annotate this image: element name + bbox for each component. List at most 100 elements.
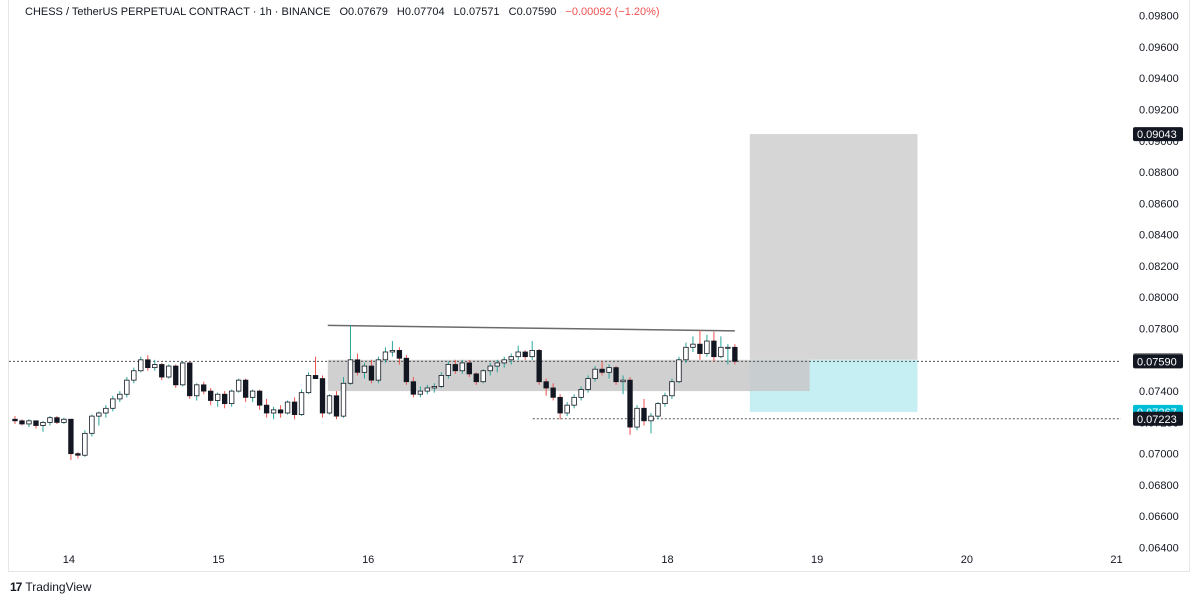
candle-body (452, 364, 458, 372)
candle-body (194, 384, 200, 397)
brand-name[interactable]: TradingView (25, 580, 92, 594)
candle-body (40, 421, 46, 426)
range-zone (327, 359, 810, 392)
candlestick-chart[interactable]: 0.098000.096000.094000.092000.090000.088… (9, 0, 1189, 571)
x-tick-label: 18 (661, 554, 673, 566)
y-tick-label: 0.08400 (1139, 230, 1179, 242)
candle-body (221, 393, 228, 405)
candle-body (26, 420, 32, 425)
candle-body (445, 364, 451, 376)
x-tick-label: 15 (212, 554, 224, 566)
y-tick-label: 0.09400 (1139, 73, 1179, 85)
symbol-legend: CHESS / TetherUS PERPETUAL CONTRACT · 1h… (25, 6, 666, 18)
candle-body (438, 375, 445, 387)
candle-body (389, 350, 396, 353)
candle-body (333, 395, 340, 417)
candle-body (557, 396, 563, 414)
candle-body (354, 359, 361, 373)
candle-body (571, 396, 577, 406)
candle-body (298, 392, 305, 415)
candle-body (291, 401, 298, 415)
candle-body (33, 420, 39, 426)
candle-body (131, 370, 137, 381)
candle-body (249, 390, 256, 398)
candle-body (228, 390, 235, 405)
candle-body (75, 453, 81, 456)
candle-body (466, 362, 472, 375)
chart-panel[interactable]: 0.09800 0.09600 0.09400 0.09200 0.09000 0.088… (8, 0, 1190, 572)
y-tick-label: 0.07400 (1139, 386, 1179, 398)
candle-body (718, 346, 724, 358)
candle-body (662, 395, 668, 405)
position-target-zone (749, 134, 918, 360)
candle-body (96, 412, 102, 417)
y-tick-label: 0.06600 (1139, 511, 1179, 523)
candle-body (459, 362, 465, 372)
candle-body (319, 378, 326, 414)
ohlc-open: O0.07679 (339, 6, 388, 18)
candle-body (152, 364, 158, 369)
price-label: 0.07590 (1137, 356, 1177, 368)
candle-body (242, 379, 249, 398)
symbol-title[interactable]: CHESS / TetherUS PERPETUAL CONTRACT · 1h… (25, 6, 331, 18)
candle-body (501, 359, 507, 364)
candle-body (396, 350, 403, 359)
candle-body (173, 365, 179, 386)
candle-body (515, 351, 521, 358)
price-label-box (1133, 127, 1183, 142)
candle-body (606, 367, 612, 373)
candle-body (487, 365, 493, 372)
candle-body (669, 381, 675, 397)
candle-body (159, 364, 165, 378)
candle-body (124, 379, 130, 395)
y-tick-label: 0.08800 (1139, 167, 1179, 179)
candle-body (641, 407, 647, 422)
candle-body (110, 398, 116, 409)
candle-body (648, 415, 654, 422)
candle-body (585, 378, 591, 390)
candle-body (82, 432, 88, 456)
candle-body (277, 409, 284, 414)
candle-body (68, 418, 74, 455)
candle-body (711, 340, 717, 358)
candle-body (235, 379, 242, 392)
y-tick-label: 0.07800 (1139, 324, 1179, 336)
candle-body (201, 384, 207, 392)
candle-body (655, 403, 661, 417)
candle-body (599, 368, 605, 373)
candle-body (347, 359, 354, 384)
candle-body (403, 357, 410, 383)
y-tick-label: 0.08600 (1139, 198, 1179, 210)
candle-body (138, 359, 144, 372)
x-tick-label: 17 (512, 554, 524, 566)
ohlc-low: L0.07571 (453, 6, 500, 18)
candle-body (543, 381, 549, 389)
price-label: 0.09043 (1137, 129, 1177, 141)
y-tick-label: 0.06400 (1139, 543, 1179, 555)
candle-body (382, 351, 389, 361)
candle-body (410, 381, 417, 395)
candle-body (340, 382, 347, 417)
candle-body (690, 343, 696, 348)
candle-body (732, 346, 738, 362)
candle-body (103, 407, 109, 414)
candle-body (613, 367, 619, 383)
candle-body (284, 401, 291, 414)
y-tick-label: 0.09200 (1139, 105, 1179, 117)
candle-body (54, 417, 60, 423)
footer: 17 TradingView (10, 580, 91, 594)
candle-body (424, 387, 431, 392)
ohlc-change: −0.00092 (−1.20%) (565, 6, 660, 18)
ohlc-high: H0.07704 (396, 6, 445, 18)
tradingview-logo-icon[interactable]: 17 (10, 580, 22, 594)
candle-body (536, 350, 542, 383)
candle-body (19, 420, 25, 425)
candle-body (305, 375, 312, 394)
candle-body (550, 387, 556, 398)
ohlc-close: C0.07590 (508, 6, 557, 18)
candle-body (697, 343, 703, 354)
candle-body (480, 370, 486, 383)
candle-body (361, 365, 368, 373)
candle-body (564, 404, 570, 414)
candle-body (431, 386, 438, 389)
